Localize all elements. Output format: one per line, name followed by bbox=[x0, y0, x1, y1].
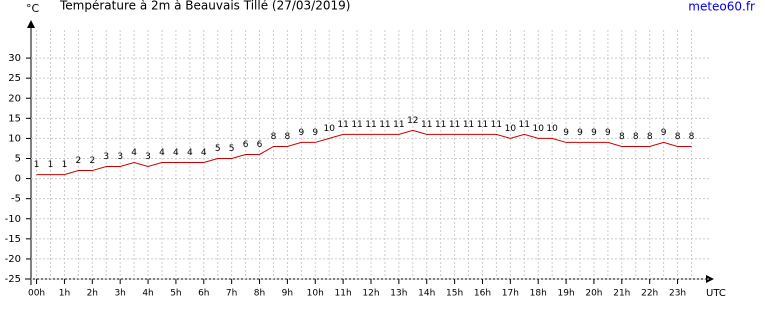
x-tick-label: 18h bbox=[530, 289, 547, 299]
chart-title: Température à 2m à Beauvais Tillé (27/03… bbox=[59, 0, 350, 13]
x-tick-label: 9h bbox=[282, 289, 293, 299]
x-tick-label: 13h bbox=[390, 289, 407, 299]
data-label: 10 bbox=[546, 124, 558, 134]
x-tick-label: 17h bbox=[502, 289, 519, 299]
x-tick-label: 8h bbox=[254, 289, 265, 299]
data-label: 1 bbox=[48, 160, 54, 170]
data-label: 4 bbox=[173, 148, 179, 158]
x-tick-label: 16h bbox=[474, 289, 491, 299]
y-tick-label: -5 bbox=[11, 194, 21, 205]
y-tick-label: -25 bbox=[5, 274, 21, 285]
data-label: 4 bbox=[201, 148, 207, 158]
x-tick-label: 23h bbox=[669, 289, 686, 299]
x-tick-label: 12h bbox=[362, 289, 379, 299]
x-tick-label: 5h bbox=[170, 289, 181, 299]
data-label: 3 bbox=[145, 152, 151, 162]
data-label: 12 bbox=[407, 116, 418, 126]
data-label: 11 bbox=[491, 120, 502, 130]
data-label: 11 bbox=[365, 120, 376, 130]
y-tick-label: 5 bbox=[15, 154, 21, 165]
x-tick-label: 2h bbox=[87, 289, 98, 299]
data-label: 9 bbox=[563, 128, 569, 138]
y-tick-label: 25 bbox=[8, 73, 21, 84]
data-label: 5 bbox=[215, 144, 221, 154]
data-label: 8 bbox=[647, 132, 653, 142]
y-tick-label: 10 bbox=[8, 133, 21, 144]
data-label: 5 bbox=[229, 144, 235, 154]
data-label: 8 bbox=[675, 132, 681, 142]
data-label: 9 bbox=[312, 128, 318, 138]
data-label: 8 bbox=[633, 132, 639, 142]
data-label: 9 bbox=[591, 128, 597, 138]
y-tick-label: -15 bbox=[5, 234, 21, 245]
x-tick-label: 15h bbox=[446, 289, 463, 299]
data-label: 8 bbox=[619, 132, 625, 142]
x-tick-label: 14h bbox=[418, 289, 435, 299]
data-label: 4 bbox=[159, 148, 165, 158]
x-tick-label: 11h bbox=[335, 289, 352, 299]
x-tick-label: 00h bbox=[28, 289, 45, 299]
data-label: 8 bbox=[285, 132, 291, 142]
y-tick-label: -20 bbox=[5, 254, 21, 265]
data-label: 6 bbox=[243, 140, 249, 150]
x-tick-label: 21h bbox=[613, 289, 630, 299]
data-label: 4 bbox=[187, 148, 193, 158]
y-tick-label: 15 bbox=[8, 113, 21, 124]
y-arrow bbox=[27, 20, 35, 28]
data-label: 11 bbox=[337, 120, 348, 130]
data-label: 6 bbox=[257, 140, 263, 150]
data-label: 11 bbox=[449, 120, 460, 130]
data-label: 11 bbox=[519, 120, 530, 130]
x-axis-label: UTC bbox=[706, 288, 726, 299]
x-tick-label: 10h bbox=[307, 289, 324, 299]
y-tick-label: 0 bbox=[15, 174, 21, 185]
x-tick-label: 3h bbox=[114, 289, 125, 299]
data-label: 8 bbox=[271, 132, 277, 142]
data-label: 10 bbox=[505, 124, 517, 134]
data-label: 10 bbox=[532, 124, 544, 134]
data-label: 10 bbox=[323, 124, 335, 134]
x-tick-label: 4h bbox=[142, 289, 153, 299]
data-label: 3 bbox=[103, 152, 109, 162]
x-tick-label: 6h bbox=[198, 289, 209, 299]
data-label: 9 bbox=[661, 128, 667, 138]
data-label: 3 bbox=[117, 152, 123, 162]
y-tick-label: 20 bbox=[8, 93, 21, 104]
data-label: 11 bbox=[351, 120, 362, 130]
y-tick-label: 30 bbox=[8, 53, 21, 64]
y-tick-label: -10 bbox=[5, 214, 21, 225]
x-tick-label: 19h bbox=[558, 289, 575, 299]
data-label: 9 bbox=[577, 128, 583, 138]
x-tick-label: 20h bbox=[585, 289, 602, 299]
y-axis-label: °C bbox=[26, 2, 40, 15]
source-link[interactable]: meteo60.fr bbox=[688, 0, 755, 14]
data-label: 4 bbox=[131, 148, 137, 158]
data-label: 11 bbox=[393, 120, 404, 130]
data-label: 9 bbox=[298, 128, 304, 138]
data-label: 11 bbox=[435, 120, 446, 130]
x-tick-label: 22h bbox=[641, 289, 658, 299]
data-label: 8 bbox=[689, 132, 695, 142]
x-tick-label: 7h bbox=[226, 289, 237, 299]
data-label: 1 bbox=[34, 160, 40, 170]
data-label: 2 bbox=[89, 156, 95, 166]
data-label: 9 bbox=[605, 128, 611, 138]
data-label: 11 bbox=[463, 120, 474, 130]
x-arrow bbox=[706, 275, 714, 283]
data-label: 11 bbox=[379, 120, 390, 130]
x-tick-label: 1h bbox=[59, 289, 70, 299]
temperature-line bbox=[36, 129, 692, 176]
data-label: 11 bbox=[421, 120, 432, 130]
data-label: 2 bbox=[76, 156, 82, 166]
data-label: 11 bbox=[477, 120, 488, 130]
data-label: 1 bbox=[62, 160, 68, 170]
